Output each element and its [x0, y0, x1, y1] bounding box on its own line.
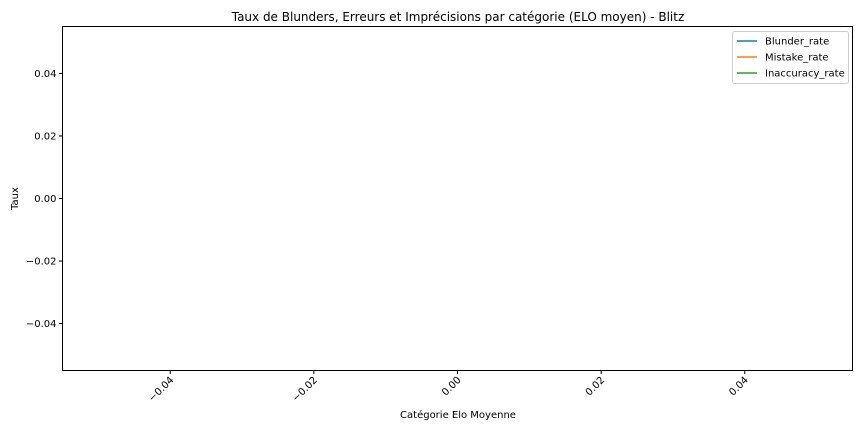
y-axis-ticks: 0.04 0.02 0.00 −0.02 −0.04	[26, 69, 63, 330]
plot-area-frame	[62, 26, 853, 371]
legend-frame	[732, 31, 849, 84]
x-tick-label: 0.04	[727, 375, 751, 399]
y-tick-label: 0.04	[34, 69, 56, 80]
legend-label: Blunder_rate	[765, 37, 829, 48]
y-tick-label: 0.02	[34, 131, 56, 142]
y-tick-label: −0.02	[26, 257, 57, 268]
chart-title: Taux de Blunders, Erreurs et Imprécision…	[231, 10, 685, 24]
y-tick-label: −0.04	[26, 319, 57, 330]
x-tick-label: 0.02	[584, 375, 608, 399]
x-axis-label: Catégorie Elo Moyenne	[400, 409, 516, 421]
y-axis-label: Taux	[10, 187, 21, 211]
x-tick-label: −0.02	[291, 375, 320, 404]
legend: Blunder_rate Mistake_rate Inaccuracy_rate	[732, 31, 849, 84]
legend-label: Mistake_rate	[765, 53, 829, 64]
x-tick-label: −0.04	[147, 375, 176, 404]
x-axis-ticks: −0.04 −0.02 0.00 0.02 0.04	[147, 370, 751, 404]
legend-label: Inaccuracy_rate	[765, 69, 845, 80]
y-tick-label: 0.00	[34, 194, 56, 205]
x-tick-label: 0.00	[440, 375, 464, 399]
